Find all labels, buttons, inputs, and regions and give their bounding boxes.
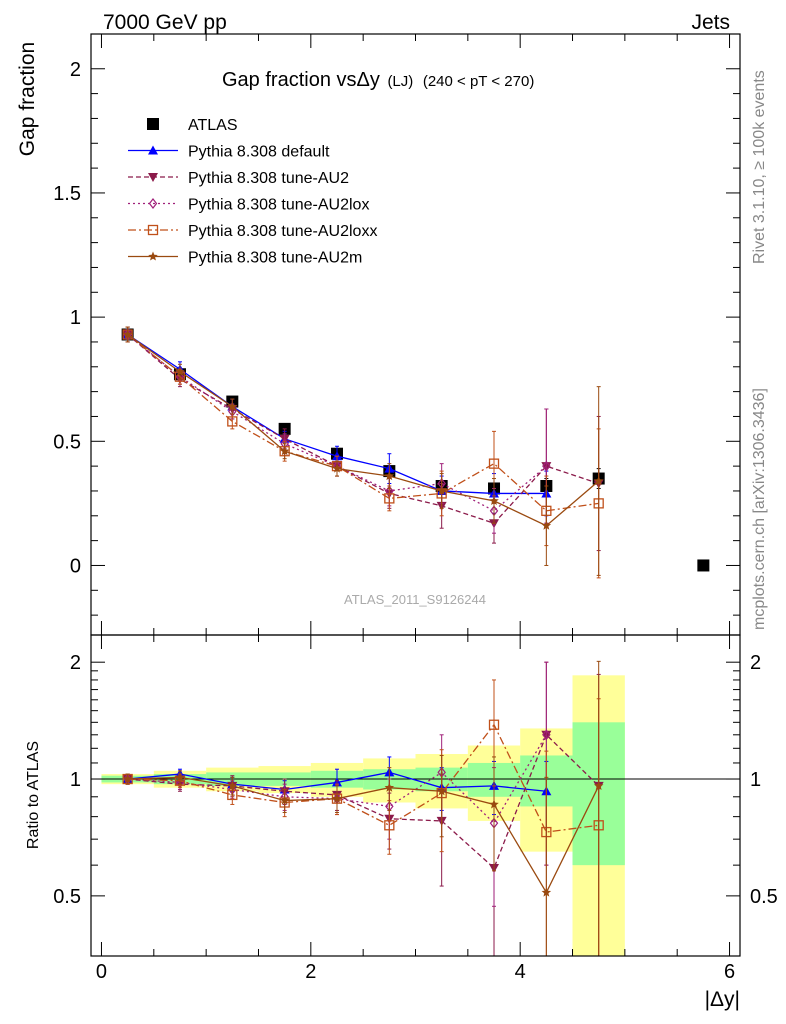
pythia-8-308-tune-au2m-point [122, 329, 133, 339]
pythia-8-308-tune-au2m-point [175, 366, 185, 376]
main-y-tick-label: 2 [70, 59, 81, 81]
x-tick-label: 0 [96, 961, 107, 983]
ratio-pythia-8-308-tune-au2m-point [227, 780, 238, 790]
ratio-pythia-8-308-tune-au2lox-point [542, 729, 551, 741]
main-y-tick-label: 1 [70, 307, 81, 329]
pythia-8-308-tune-au2m-point [279, 446, 290, 456]
main-y-tick-label: 0.5 [53, 431, 81, 453]
ratio-pythia-8-308-tune-au2loxx-line [127, 723, 599, 833]
ratio-y-label: Ratio to ATLAS [25, 741, 42, 849]
x-tick-label: 2 [305, 961, 316, 983]
pythia-8-308-tune-au2m-point [541, 520, 552, 530]
ratio-frame [90, 634, 741, 957]
ratio-pythia-8-308-tune-au2m-point [332, 793, 342, 803]
pythia-8-308-tune-au2m-point [384, 471, 395, 481]
pythia-8-308-tune-au2m-point [227, 401, 238, 411]
ratio-pythia-8-308-tune-au2m-point [489, 799, 499, 809]
legend-label-pythia-8-308-tune-au2: Pythia 8.308 tune-AU2 [188, 170, 349, 187]
ratio-pythia-8-308-tune-au2loxx-point [488, 719, 500, 730]
pythia-8-308-tune-au2m-point [593, 476, 604, 486]
ratio-y-tick-label-right: 0.5 [750, 886, 778, 908]
main-y-label: Gap fraction [16, 42, 39, 156]
ratio-pythia-8-308-tune-au2m-point [593, 780, 604, 790]
header-process: 7000 GeV pp [103, 11, 227, 34]
pythia-8-308-tune-au2loxx-point [384, 493, 395, 504]
x-tick-label: 6 [724, 961, 735, 983]
ratio-y-tick-label: 2 [70, 652, 81, 674]
pythia-8-308-tune-au2-line [127, 334, 599, 524]
ratio-y-tick-label: 0.5 [53, 886, 81, 908]
legend-marker-pythia-8-308-default [148, 145, 158, 155]
ratio-pythia-8-308-tune-au2m-point [122, 774, 133, 784]
header-observable: Jets [691, 11, 730, 34]
legend-label-pythia-8-308-tune-au2loxx: Pythia 8.308 tune-AU2loxx [188, 223, 377, 240]
legend-label-atlas: ATLAS [188, 117, 238, 134]
atlas-point [697, 559, 710, 572]
legend: ATLAS Pythia 8.308 default Pythia 8.308 tu… [128, 117, 377, 267]
pythia-8-308-tune-au2m-point [332, 463, 342, 473]
legend-label-pythia-8-308-default: Pythia 8.308 default [188, 144, 330, 161]
pythia-8-308-tune-au2m-point [489, 495, 499, 505]
legend-marker-atlas [147, 118, 159, 130]
ratio-axes: 0.5 0.5 1 1 2 2 0 2 4 6 [53, 635, 778, 983]
x-axis-label: |Δy| [705, 988, 740, 1011]
main-axes: 0 0.5 1 1.5 2 [53, 34, 740, 635]
mcplots-label: mcplots.cern.ch [arXiv:1306.3436] [751, 388, 768, 630]
legend-label-pythia-8-308-tune-au2lox: Pythia 8.308 tune-AU2lox [188, 197, 369, 214]
plot-title: Gap fraction vsΔy (LJ) (240 < pT < 270) [222, 69, 534, 91]
rivet-label: Rivet 3.1.10, ≥ 100k events [751, 70, 768, 264]
ratio-pythia-8-308-tune-au2m-point [279, 795, 290, 805]
pythia-8-308-tune-au2lox-line [127, 333, 547, 512]
ratio-y-tick-label-right: 2 [750, 652, 761, 674]
main-plot-area [121, 326, 710, 579]
ratio-pythia-8-308-tune-au2m-point [175, 772, 185, 782]
analysis-watermark: ATLAS_2011_S9126244 [344, 592, 486, 607]
ratio-bands [91, 675, 740, 956]
ratio-pythia-8-308-tune-au2m-point [384, 782, 395, 792]
ratio-plot-area [122, 660, 604, 957]
pythia-8-308-tune-au2m-line [127, 333, 600, 527]
pythia-8-308-tune-au2loxx-point [488, 458, 500, 469]
legend-marker-pythia-8-308-tune-au2loxx [147, 224, 159, 236]
pythia-8-308-tune-au2lox-point [542, 460, 551, 472]
ratio-pythia-8-308-tune-au2m-point [436, 786, 447, 796]
legend-label-pythia-8-308-tune-au2m: Pythia 8.308 tune-AU2m [188, 250, 362, 267]
legend-marker-pythia-8-308-tune-au2lox [148, 198, 158, 209]
legend-marker-pythia-8-308-tune-au2 [148, 173, 158, 182]
ratio-pythia-8-308-tune-au2m-point [541, 887, 552, 897]
ratio-y-tick-label: 1 [70, 769, 81, 791]
ratio-pythia-8-308-tune-au2loxx-point [384, 820, 395, 831]
pythia-8-308-tune-au2m-point [436, 485, 447, 495]
legend-marker-pythia-8-308-tune-au2m [148, 251, 158, 261]
pythia-8-308-tune-au2loxx-point [227, 416, 238, 427]
pythia-8-308-tune-au2loxx-line [127, 333, 599, 512]
main-y-tick-label: 1.5 [53, 183, 81, 205]
x-tick-label: 4 [515, 961, 526, 983]
main-y-tick-label: 0 [70, 555, 81, 577]
ratio-y-tick-label-right: 1 [750, 769, 761, 791]
ratio-pythia-8-308-tune-au2m-line [127, 776, 600, 894]
